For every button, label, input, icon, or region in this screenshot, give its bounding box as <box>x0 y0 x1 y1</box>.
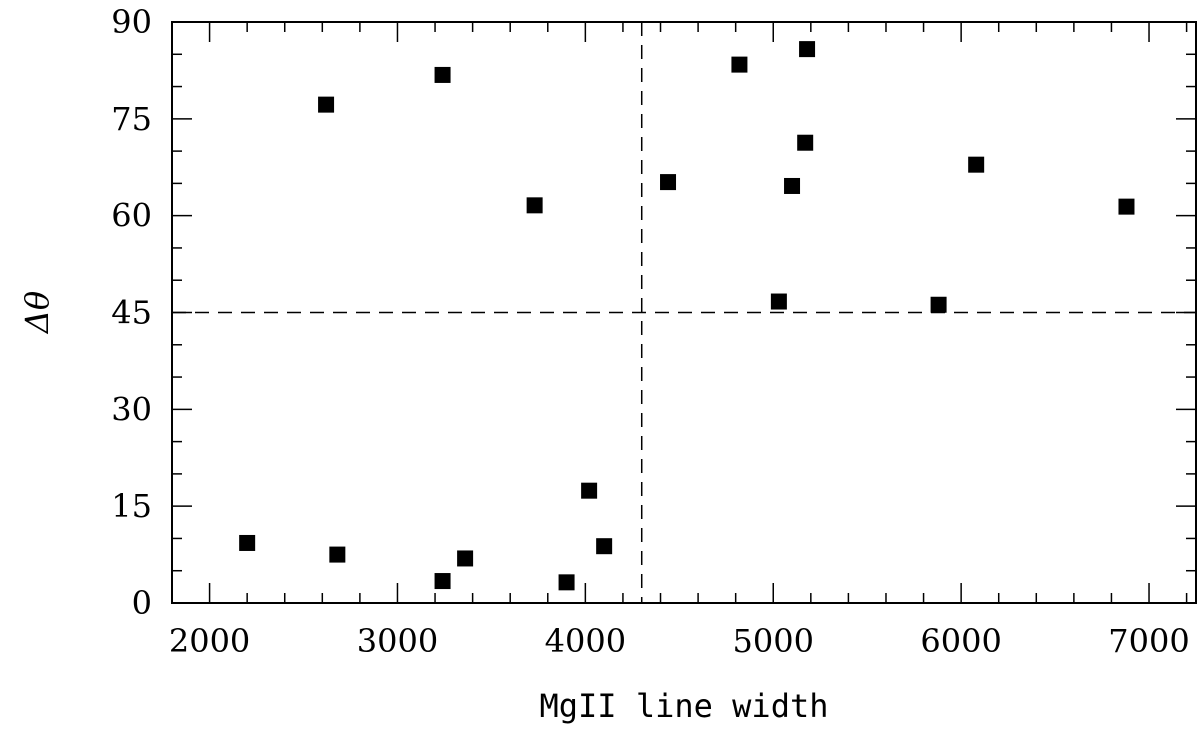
data-point <box>434 66 451 83</box>
x-axis-title: MgII line width <box>540 687 829 725</box>
tick-labels: 2000 3000 4000 5000 6000 7000 0 15 30 45 60 75 90 <box>111 3 1189 660</box>
x-tick-label: 4000 <box>545 622 626 660</box>
y-tick-label: 75 <box>111 100 152 138</box>
data-points <box>239 41 1135 591</box>
data-point <box>930 296 947 313</box>
y-tick-label: 30 <box>111 390 152 428</box>
data-point <box>329 546 346 563</box>
data-point <box>770 293 787 310</box>
x-tick-label: 2000 <box>169 622 250 660</box>
data-point <box>526 197 543 214</box>
data-point <box>731 56 748 73</box>
reference-lines <box>172 22 1196 603</box>
data-point <box>784 177 801 194</box>
y-tick-label: 45 <box>111 294 152 332</box>
data-point <box>596 538 613 555</box>
data-point <box>968 156 985 173</box>
data-point <box>799 41 816 58</box>
y-tick-label: 60 <box>111 197 152 235</box>
y-axis-title: Δθ <box>18 291 56 335</box>
data-point <box>558 574 575 591</box>
data-point <box>1118 198 1135 215</box>
y-tick-label: 15 <box>111 487 152 525</box>
data-point <box>457 550 474 567</box>
data-point <box>581 482 598 499</box>
data-point <box>318 96 335 113</box>
data-point <box>797 134 814 151</box>
y-tick-label: 90 <box>111 3 152 41</box>
y-tick-label: 0 <box>132 584 152 622</box>
x-tick-label: 6000 <box>920 622 1001 660</box>
data-point <box>239 534 256 551</box>
data-point <box>660 174 677 191</box>
x-tick-label: 5000 <box>733 622 814 660</box>
plot-frame <box>171 21 1197 604</box>
x-tick-label: 7000 <box>1108 622 1189 660</box>
data-point <box>434 573 451 590</box>
x-tick-label: 3000 <box>357 622 438 660</box>
minor-ticks <box>171 22 1196 603</box>
